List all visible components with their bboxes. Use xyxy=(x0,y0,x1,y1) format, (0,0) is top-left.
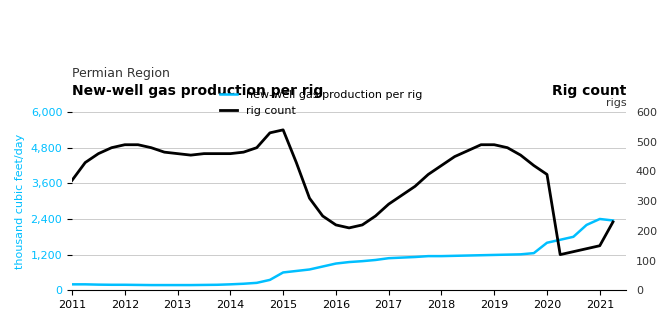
new-well gas production per rig xyxy=(94,283,102,287)
new-well gas production per rig xyxy=(477,253,485,257)
rig count xyxy=(490,143,498,147)
new-well gas production per rig xyxy=(556,238,564,242)
rig count xyxy=(279,128,287,132)
Text: New-well gas production per rig: New-well gas production per rig xyxy=(72,84,323,98)
new-well gas production per rig xyxy=(451,254,459,258)
new-well gas production per rig xyxy=(147,283,155,287)
new-well gas production per rig xyxy=(583,223,591,227)
new-well gas production per rig xyxy=(108,283,116,287)
rig count xyxy=(319,214,327,218)
new-well gas production per rig xyxy=(530,251,538,255)
rig count xyxy=(477,143,485,147)
rig count xyxy=(437,163,446,167)
new-well gas production per rig xyxy=(503,253,511,256)
rig count xyxy=(266,131,274,135)
rig count xyxy=(108,146,116,150)
rig count xyxy=(213,152,221,156)
rig count xyxy=(569,250,577,254)
rig count xyxy=(292,161,300,164)
new-well gas production per rig xyxy=(134,283,142,287)
new-well gas production per rig xyxy=(68,282,76,286)
new-well gas production per rig xyxy=(332,262,340,266)
rig count xyxy=(121,143,129,147)
Line: new-well gas production per rig: new-well gas production per rig xyxy=(72,219,613,285)
rig count xyxy=(596,244,604,248)
new-well gas production per rig xyxy=(161,283,169,287)
rig count xyxy=(451,155,459,159)
new-well gas production per rig xyxy=(609,218,617,222)
new-well gas production per rig xyxy=(437,254,446,258)
rig count xyxy=(372,214,380,218)
rig count xyxy=(464,149,472,153)
rig count xyxy=(609,220,617,224)
new-well gas production per rig xyxy=(187,283,195,287)
new-well gas production per rig xyxy=(292,269,300,273)
rig count xyxy=(384,202,392,206)
rig count xyxy=(411,184,419,188)
rig count xyxy=(81,161,89,164)
rig count xyxy=(543,173,551,176)
rig count xyxy=(239,150,247,154)
new-well gas production per rig xyxy=(239,282,247,286)
Text: Rig count: Rig count xyxy=(552,84,626,98)
rig count xyxy=(94,152,102,156)
Text: Permian Region: Permian Region xyxy=(72,67,170,80)
new-well gas production per rig xyxy=(81,282,89,286)
Text: 数据来源：网易新闻: 数据来源：网易新闻 xyxy=(7,324,82,325)
new-well gas production per rig xyxy=(424,254,432,258)
Y-axis label: thousand cubic feet/day: thousand cubic feet/day xyxy=(15,134,25,269)
rig count xyxy=(147,146,155,150)
rig count xyxy=(398,193,406,197)
new-well gas production per rig xyxy=(543,241,551,245)
Legend: new-well gas production per rig, rig count: new-well gas production per rig, rig cou… xyxy=(216,85,427,120)
rig count xyxy=(345,226,353,230)
new-well gas production per rig xyxy=(266,278,274,282)
new-well gas production per rig xyxy=(517,253,525,256)
new-well gas production per rig xyxy=(200,283,208,287)
new-well gas production per rig xyxy=(306,267,314,271)
new-well gas production per rig xyxy=(319,265,327,268)
rig count xyxy=(134,143,142,147)
new-well gas production per rig xyxy=(358,259,366,263)
new-well gas production per rig xyxy=(569,235,577,239)
rig count xyxy=(517,153,525,157)
new-well gas production per rig xyxy=(213,283,221,287)
Line: rig count: rig count xyxy=(72,130,613,254)
new-well gas production per rig xyxy=(464,254,472,257)
rig count xyxy=(68,178,76,182)
new-well gas production per rig xyxy=(490,253,498,257)
new-well gas production per rig xyxy=(121,283,129,287)
rig count xyxy=(556,253,564,256)
rig count xyxy=(187,153,195,157)
rig count xyxy=(424,173,432,176)
new-well gas production per rig xyxy=(226,282,235,286)
rig count xyxy=(200,152,208,156)
rig count xyxy=(530,163,538,167)
rig count xyxy=(226,152,235,156)
rig count xyxy=(306,196,314,200)
new-well gas production per rig xyxy=(279,270,287,274)
rig count xyxy=(332,223,340,227)
new-well gas production per rig xyxy=(372,258,380,262)
rig count xyxy=(503,146,511,150)
new-well gas production per rig xyxy=(398,256,406,260)
new-well gas production per rig xyxy=(173,283,181,287)
rig count xyxy=(173,152,181,156)
Text: rigs: rigs xyxy=(605,98,626,109)
new-well gas production per rig xyxy=(253,281,261,285)
rig count xyxy=(358,223,366,227)
rig count xyxy=(583,247,591,251)
new-well gas production per rig xyxy=(384,256,392,260)
new-well gas production per rig xyxy=(345,260,353,264)
rig count xyxy=(161,150,169,154)
new-well gas production per rig xyxy=(411,255,419,259)
new-well gas production per rig xyxy=(596,217,604,221)
rig count xyxy=(253,146,261,150)
